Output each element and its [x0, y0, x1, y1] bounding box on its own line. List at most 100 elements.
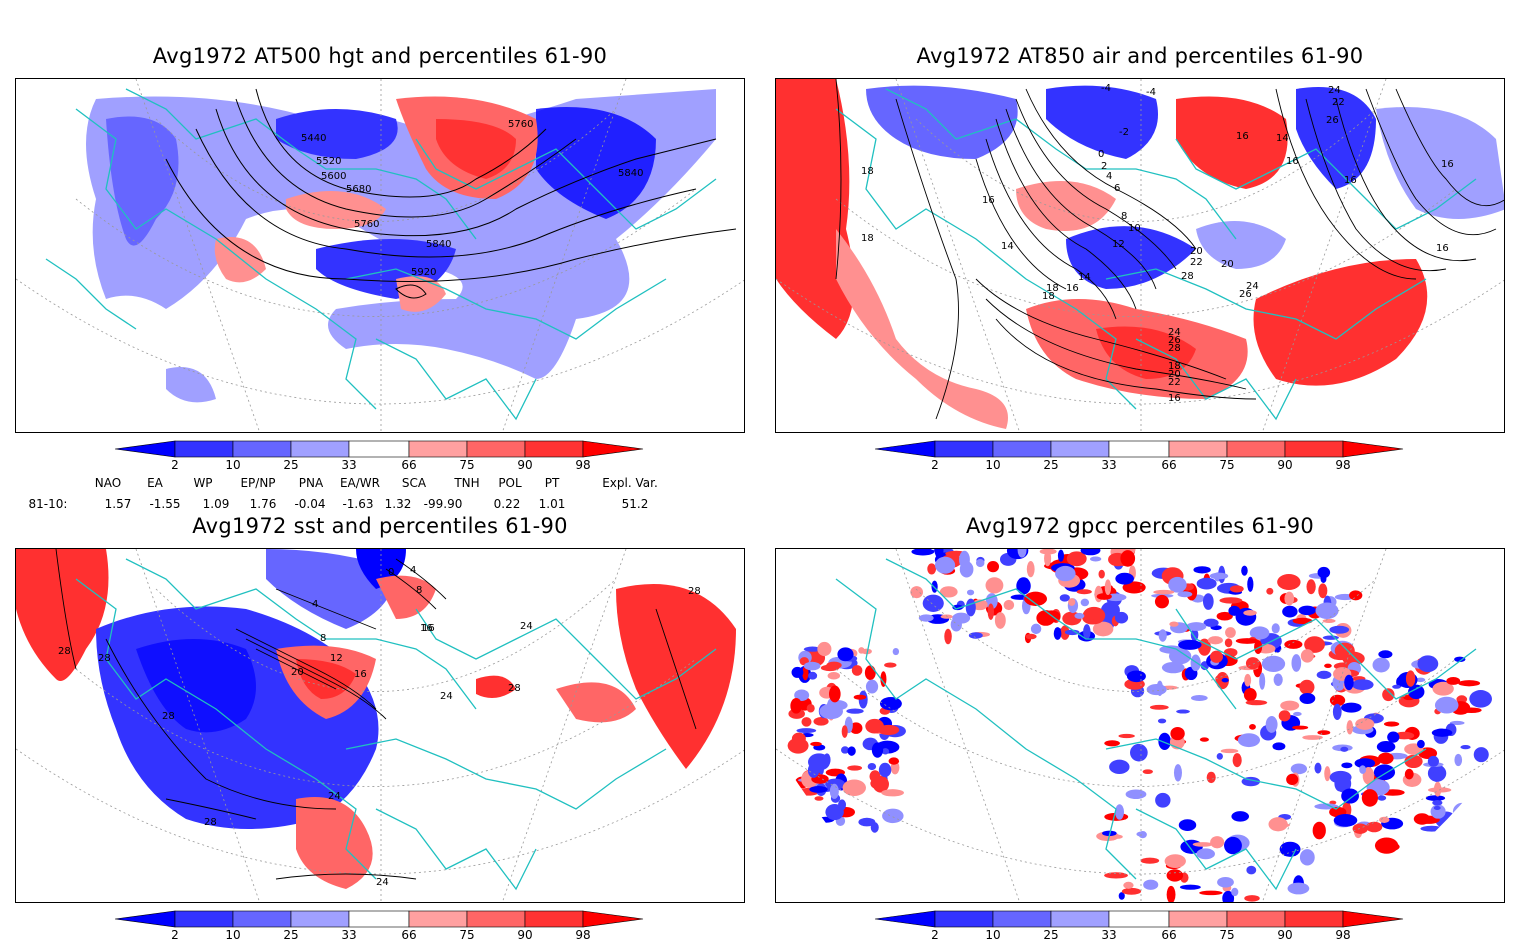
- precip-anomaly-blob: [1349, 590, 1363, 601]
- precip-anomaly-blob: [1243, 688, 1257, 702]
- precip-anomaly-blob: [1405, 670, 1416, 687]
- precip-anomaly-blob: [1024, 591, 1048, 606]
- precip-anomaly-blob: [1458, 680, 1481, 687]
- index-row-label: 81-10:: [28, 497, 68, 511]
- precip-anomaly-blob: [1433, 805, 1441, 811]
- precip-anomaly-blob: [1316, 670, 1332, 679]
- index-value: -1.63: [342, 497, 374, 511]
- contour-label: 24: [328, 791, 341, 802]
- precip-anomaly-blob: [1080, 549, 1101, 556]
- contour-label: 20: [1168, 369, 1181, 380]
- precip-anomaly-blob: [1243, 609, 1257, 616]
- precip-anomaly-blob: [1449, 720, 1465, 726]
- panel-title-sst: Avg1972 sst and percentiles 61-90: [192, 514, 568, 538]
- precip-anomaly-blob: [911, 549, 935, 556]
- precip-anomaly-blob: [1340, 746, 1349, 752]
- precip-anomaly-blob: [1092, 621, 1114, 637]
- precip-anomaly-blob: [1003, 599, 1015, 611]
- precip-anomaly-blob: [1383, 721, 1400, 727]
- precip-anomaly-blob: [803, 646, 822, 652]
- colorbar-segment: [174, 910, 234, 928]
- precip-anomaly-blob: [1273, 673, 1283, 687]
- precip-anomaly-blob: [1193, 566, 1211, 574]
- precip-anomaly-blob: [847, 746, 856, 756]
- precip-anomaly-blob: [934, 549, 944, 558]
- precip-anomaly-blob: [1158, 629, 1167, 642]
- colorbar-label: 90: [517, 928, 533, 942]
- contour-label: 8: [320, 633, 326, 644]
- precip-anomaly-blob: [994, 612, 1006, 629]
- precip-anomaly-blob: [1025, 633, 1037, 640]
- precip-anomaly-blob: [1158, 732, 1171, 750]
- colorbar-label: 33: [341, 458, 357, 472]
- precip-anomaly-blob: [1064, 629, 1080, 636]
- contour-label: 5680: [346, 184, 371, 195]
- precip-anomaly-blob: [867, 762, 877, 771]
- precip-anomaly-blob: [1317, 566, 1331, 579]
- precip-anomaly-blob: [1300, 649, 1314, 663]
- precip-anomaly-blob: [864, 665, 876, 681]
- colorbar-segment: [992, 440, 1052, 458]
- precip-anomaly-blob: [1366, 821, 1383, 833]
- precip-anomaly-blob: [1178, 819, 1197, 831]
- index-value: 1.01: [538, 497, 566, 511]
- contour-label: 26: [1239, 289, 1252, 300]
- precip-anomaly-blob: [1224, 638, 1233, 648]
- precip-anomaly-blob: [837, 647, 854, 662]
- precip-anomaly-blob: [927, 563, 937, 575]
- contour-label: 24: [440, 691, 453, 702]
- index-header: NAO: [94, 476, 122, 490]
- precip-anomaly-blob: [944, 628, 952, 645]
- colorbar-segment: [1108, 440, 1170, 458]
- contour-label: 4: [410, 565, 416, 576]
- colorbar-segment: [582, 440, 644, 458]
- contour-label: 16: [982, 195, 995, 206]
- contour-label: 24: [520, 621, 533, 632]
- precip-anomaly-blob: [1329, 800, 1337, 805]
- index-value: 51.2: [621, 497, 649, 511]
- colorbar-segment: [1168, 440, 1228, 458]
- contour-label: 5440: [301, 133, 326, 144]
- precip-anomaly-blob: [1080, 598, 1090, 607]
- precip-anomaly-blob: [1282, 605, 1298, 618]
- precip-anomaly-blob: [1299, 679, 1315, 695]
- contour-label: 20: [291, 667, 304, 678]
- colorbar-label: 2: [931, 928, 939, 942]
- precip-anomaly-blob: [1280, 700, 1300, 711]
- precip-anomaly-blob: [1017, 549, 1027, 558]
- precip-anomaly-blob: [881, 789, 904, 797]
- precip-anomaly-blob: [1089, 556, 1102, 562]
- precip-anomaly-blob: [1229, 585, 1244, 593]
- precip-anomaly-blob: [1118, 892, 1125, 900]
- map-hgt: 5440 5760 5520 5600 5680 5840 5760 5840 …: [15, 78, 745, 433]
- precip-anomaly-blob: [1177, 591, 1193, 598]
- contour-label: 28: [688, 586, 701, 597]
- colorbar-label: 90: [1277, 928, 1293, 942]
- precip-anomaly-blob: [1373, 764, 1396, 781]
- contour-label: 14: [1276, 133, 1289, 144]
- precip-anomaly-blob: [1222, 890, 1235, 902]
- precip-anomaly-blob: [808, 671, 818, 680]
- precip-anomaly-blob: [1170, 726, 1185, 741]
- precip-anomaly-blob: [829, 685, 841, 703]
- precip-anomaly-blob: [1199, 737, 1209, 742]
- precip-anomaly-blob: [1237, 733, 1261, 748]
- precip-anomaly-blob: [1076, 589, 1092, 595]
- precip-anomaly-blob: [1454, 753, 1463, 767]
- precip-anomaly-blob: [1115, 804, 1125, 820]
- contour-label: -4: [1146, 87, 1156, 98]
- precip-anomaly-blob: [1460, 829, 1471, 845]
- precip-anomaly-blob: [796, 728, 817, 734]
- contour-label: 5600: [321, 171, 346, 182]
- precip-anomaly-blob: [1244, 895, 1260, 902]
- index-value: -1.55: [149, 497, 181, 511]
- precip-anomaly-blob: [879, 696, 902, 711]
- precip-anomaly-blob: [1329, 625, 1350, 634]
- precip-anomaly-blob: [1387, 731, 1400, 743]
- colorbar-segment: [874, 440, 936, 458]
- precip-anomaly-blob: [1245, 699, 1268, 706]
- index-header: PNA: [298, 476, 324, 490]
- precip-anomaly-blob: [1432, 799, 1443, 806]
- precip-anomaly-blob: [809, 786, 828, 793]
- index-header-row: NAO EA WP EP/NP PNA EA/WR SCA TNH POL PT…: [0, 476, 760, 492]
